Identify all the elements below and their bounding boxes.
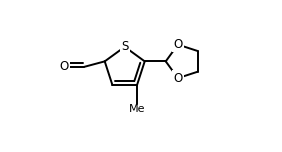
Text: O: O bbox=[173, 38, 182, 51]
Text: O: O bbox=[60, 60, 69, 73]
Text: O: O bbox=[173, 72, 182, 85]
Text: S: S bbox=[121, 40, 128, 53]
Text: Me: Me bbox=[129, 104, 145, 114]
